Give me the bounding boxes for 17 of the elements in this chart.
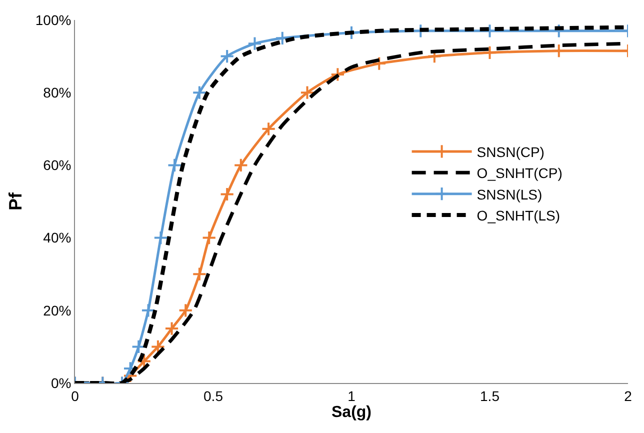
y-tick-label: 100% — [35, 12, 72, 28]
legend-label: SNSN(CP) — [476, 144, 544, 160]
y-tick-label: 60% — [43, 157, 72, 174]
y-axis-title: Pf — [6, 191, 26, 210]
legend-label: O_SNHT(CP) — [476, 165, 562, 182]
y-tick-label: 80% — [43, 84, 72, 100]
x-tick-label: 1 — [348, 388, 356, 404]
legend-label: SNSN(LS) — [476, 186, 542, 202]
x-tick-label: 1.5 — [480, 388, 500, 404]
x-tick-label: 0.5 — [204, 388, 224, 404]
x-axis-title: Sa(g) — [332, 404, 372, 421]
x-tick-label: 2 — [624, 388, 632, 404]
y-tick-label: 40% — [43, 230, 72, 246]
x-tick-label: 0 — [71, 388, 80, 404]
legend-label: O_SNHT(LS) — [476, 208, 560, 224]
y-tick-label: 20% — [43, 302, 72, 318]
y-tick-label: 0% — [50, 374, 72, 391]
